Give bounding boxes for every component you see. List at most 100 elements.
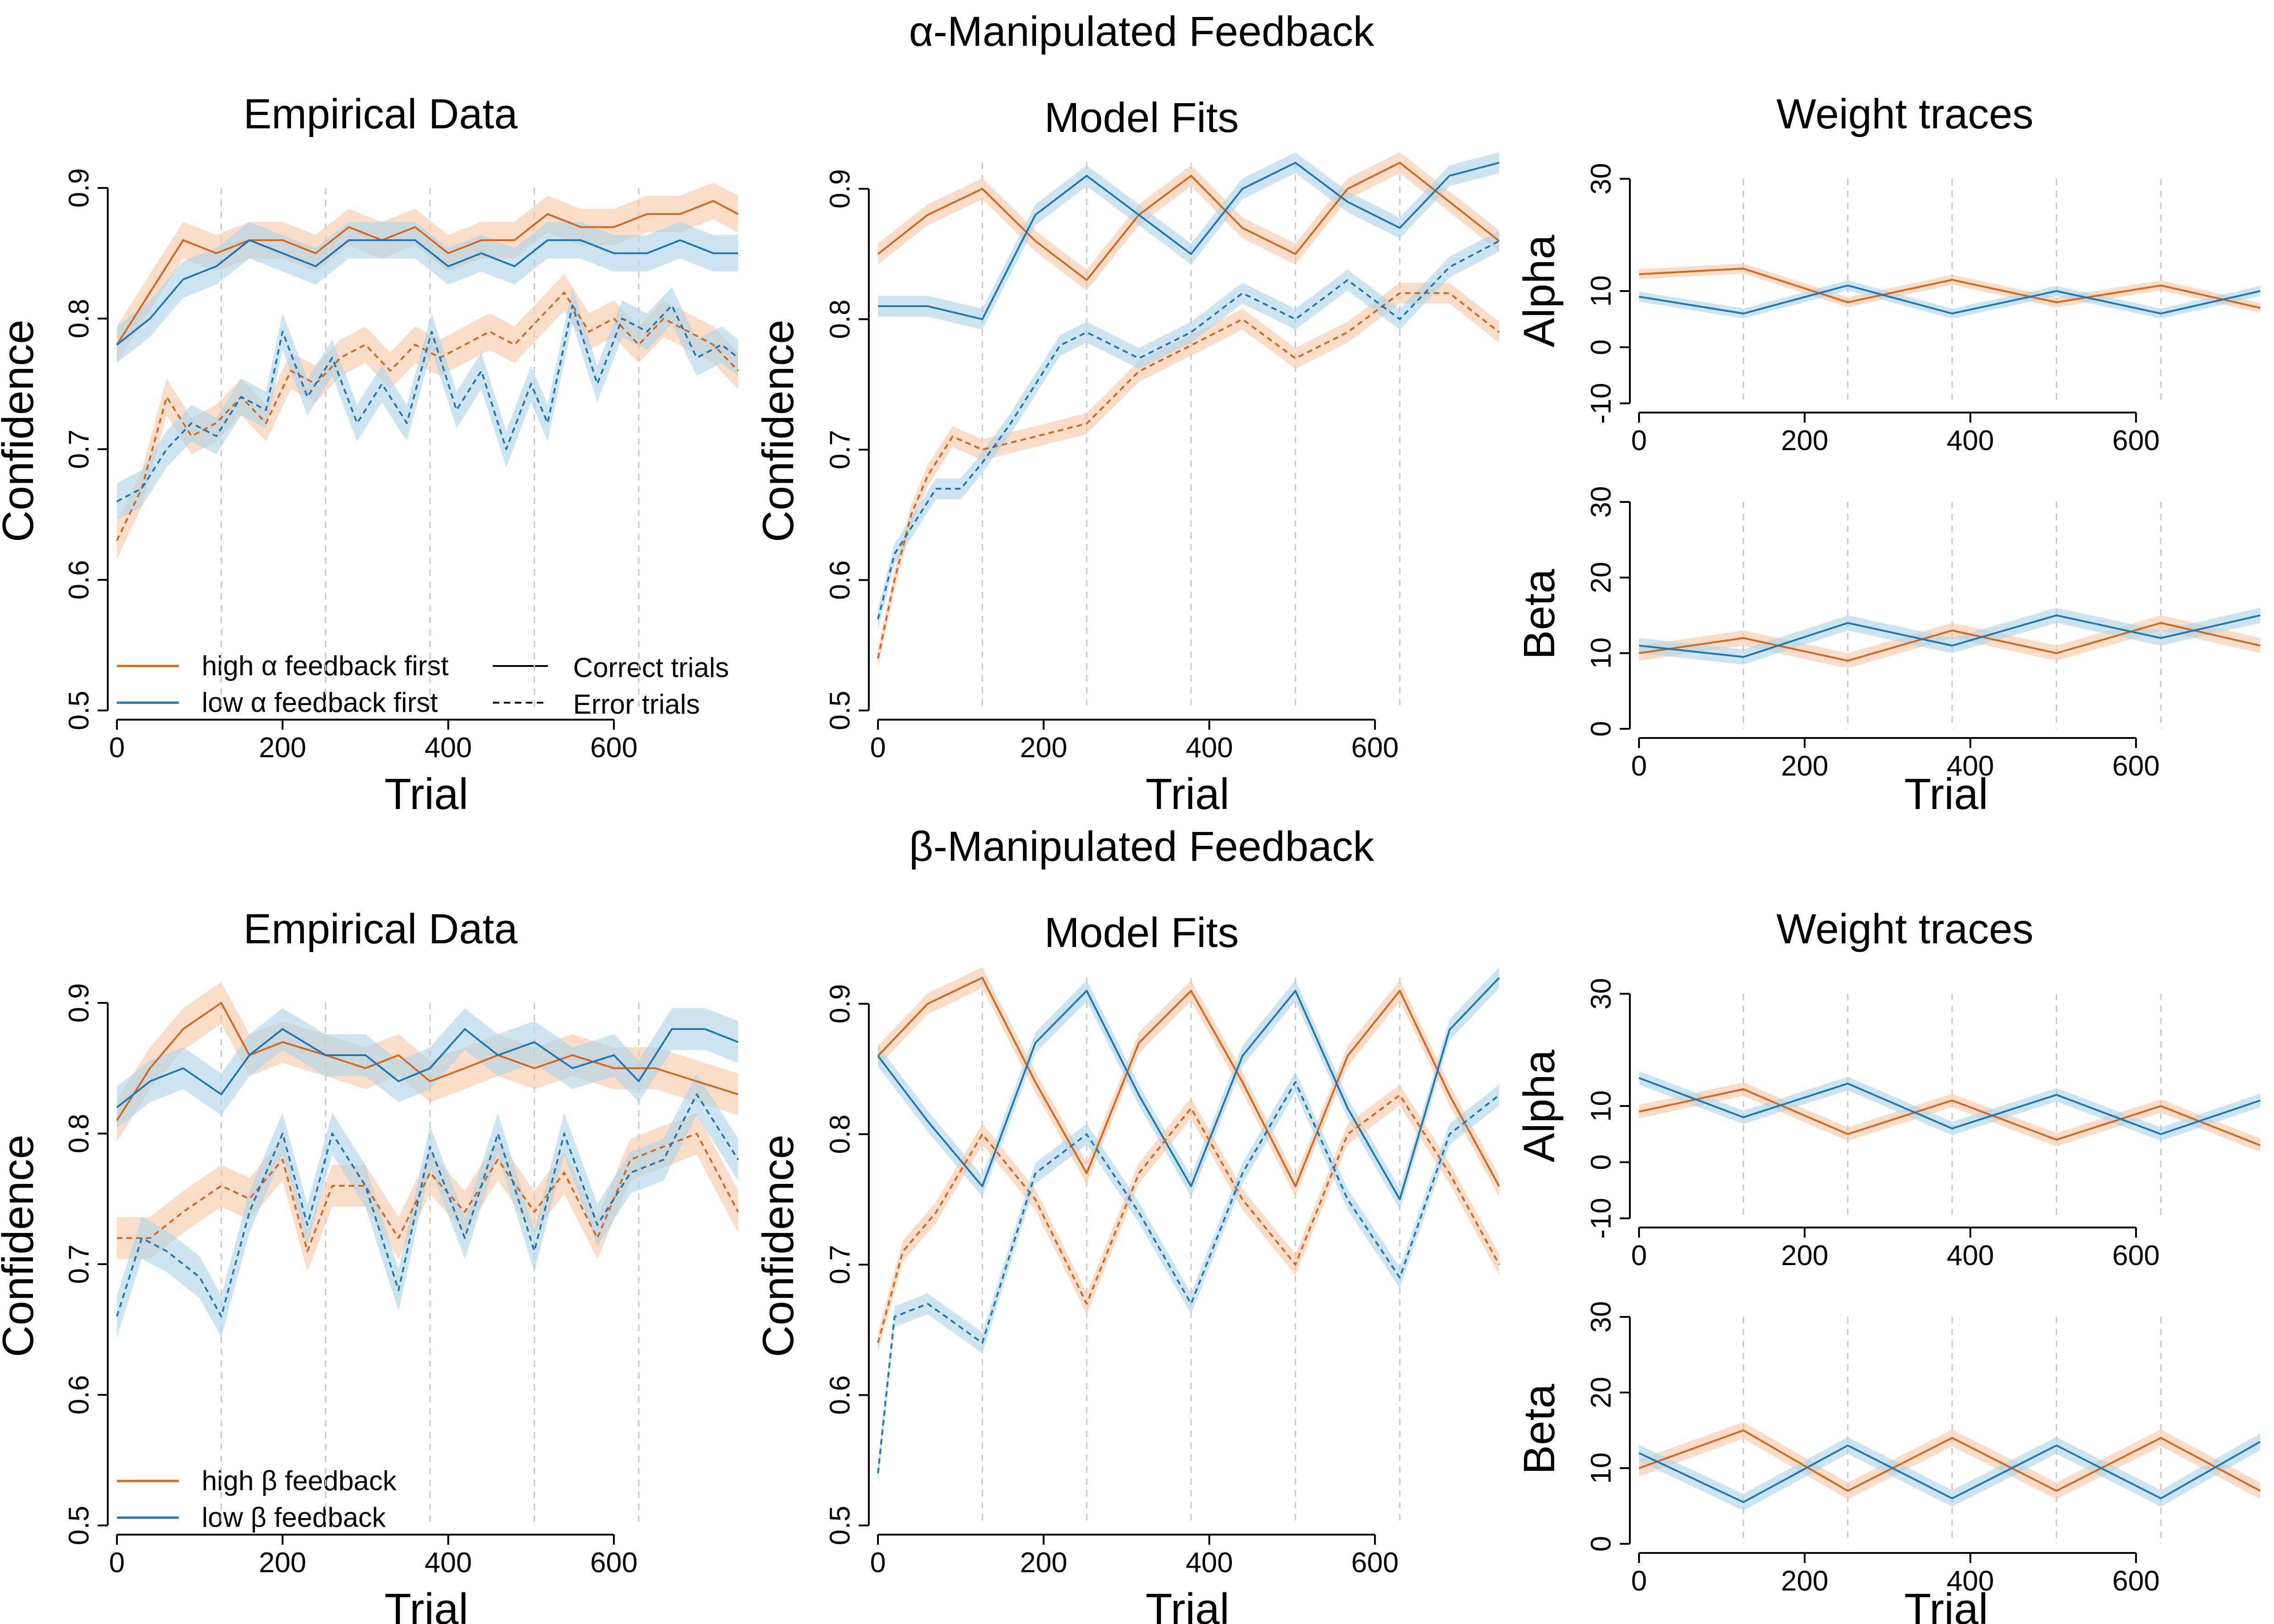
x-tick-label: 400 bbox=[1947, 750, 1994, 782]
series-line-blue-correct bbox=[116, 1028, 739, 1108]
band-blue bbox=[1639, 280, 2260, 319]
chart-alpha-model: 0.5 0.6 0.7 0.8 0.9 0 200 400 600 bbox=[824, 152, 1500, 764]
y-tick-label: -10 bbox=[1585, 1198, 1617, 1239]
y-tick-label: 0.5 bbox=[63, 1506, 95, 1545]
y-tick-label: 0 bbox=[1585, 1154, 1617, 1170]
y-tick-label: 0 bbox=[1585, 1536, 1617, 1552]
series-line-blue-weight bbox=[1639, 1441, 2261, 1503]
xlabel-beta-model: Trial bbox=[1145, 1585, 1229, 1624]
x-tick-label: 600 bbox=[2112, 425, 2159, 457]
series-line-blue-weight bbox=[1639, 284, 2261, 314]
x-tick-label: 600 bbox=[590, 732, 637, 764]
y-tick-label: 0.9 bbox=[824, 984, 856, 1024]
x-tick-label: 200 bbox=[259, 732, 306, 764]
xlabel-alpha-model: Trial bbox=[1145, 770, 1229, 819]
panel-title-alpha-model: Model Fits bbox=[1044, 94, 1239, 141]
y-tick-label: 0.5 bbox=[63, 691, 95, 730]
x-tick-label: 400 bbox=[1186, 1547, 1233, 1579]
series-line-blue-correct bbox=[877, 977, 1500, 1200]
y-tick-label: 30 bbox=[1585, 163, 1617, 195]
y-tick-label: 10 bbox=[1585, 1453, 1617, 1484]
ylabel-alpha-weights-alpha: Alpha bbox=[1515, 235, 1564, 347]
y-tick-label: 0.8 bbox=[63, 299, 95, 338]
y-tick-label: 0.7 bbox=[63, 429, 95, 469]
y-tick-label: 30 bbox=[1585, 1301, 1617, 1333]
series-line-orange-weight bbox=[1639, 1429, 2261, 1492]
y-tick-label: 0.7 bbox=[824, 430, 856, 469]
series-line-orange-correct bbox=[116, 200, 739, 346]
band-orange bbox=[1639, 1422, 2260, 1499]
chart-alpha-empirical: 0.5 0.6 0.7 0.8 0.9 0 200 400 600 bbox=[63, 168, 739, 764]
x-tick-label: 600 bbox=[2112, 1240, 2159, 1272]
y-tick-label: -10 bbox=[1585, 383, 1617, 424]
legend-label-correct: Correct trials bbox=[573, 652, 729, 683]
legend-label-low: low β feedback bbox=[202, 1502, 386, 1533]
x-tick-label: 200 bbox=[1781, 425, 1828, 457]
xlabel-alpha-empirical: Trial bbox=[384, 770, 468, 819]
x-tick-label: 0 bbox=[1631, 1240, 1647, 1272]
chart-beta-weights-alpha: -10 0 10 30 0 200 400 600 bbox=[1585, 978, 2261, 1272]
band-blue bbox=[878, 152, 1499, 330]
band-orange bbox=[878, 152, 1499, 291]
y-tick-label: 0.5 bbox=[824, 1506, 856, 1545]
x-tick-label: 200 bbox=[1781, 1240, 1828, 1272]
series-line-blue-error bbox=[877, 240, 1500, 620]
x-tick-label: 400 bbox=[425, 732, 472, 764]
band-orange bbox=[1639, 1082, 2260, 1152]
legend-label-error: Error trials bbox=[573, 689, 700, 720]
x-tick-label: 0 bbox=[109, 1547, 125, 1579]
y-tick-label: 30 bbox=[1585, 978, 1617, 1010]
series-line-orange-error bbox=[877, 292, 1500, 659]
x-tick-label: 0 bbox=[870, 732, 886, 764]
series-line-blue-error bbox=[877, 1081, 1500, 1474]
x-tick-label: 0 bbox=[109, 732, 125, 764]
section-title-beta: β-Manipulated Feedback bbox=[909, 823, 1374, 870]
y-tick-label: 10 bbox=[1585, 1090, 1617, 1122]
ylabel-beta-empirical: Confidence bbox=[0, 1134, 43, 1357]
chart-alpha-weights-alpha: -10 0 10 30 0 200 400 600 bbox=[1585, 163, 2261, 457]
band-orange bbox=[1639, 615, 2260, 668]
y-tick-label: 0.6 bbox=[824, 560, 856, 600]
series-line-blue-correct bbox=[878, 162, 1500, 320]
x-tick-label: 0 bbox=[1631, 750, 1647, 782]
y-tick-label: 0.8 bbox=[824, 299, 856, 339]
y-tick-label: 0 bbox=[1585, 339, 1617, 355]
y-tick-label: 0.9 bbox=[63, 983, 95, 1023]
y-tick-label: 10 bbox=[1585, 275, 1617, 307]
y-tick-label: 0.7 bbox=[63, 1244, 95, 1284]
series-line-orange-weight bbox=[1639, 1088, 2261, 1146]
series-line-blue-error bbox=[116, 1093, 739, 1317]
x-tick-label: 0 bbox=[870, 1547, 886, 1579]
x-tick-label: 400 bbox=[1947, 1240, 1994, 1272]
chart-beta-weights-beta: 0 10 20 30 0 200 400 600 bbox=[1585, 1301, 2261, 1597]
x-tick-label: 600 bbox=[1351, 732, 1398, 764]
series-line-orange-correct bbox=[877, 162, 1500, 281]
band-orange bbox=[878, 967, 1499, 1197]
chart-beta-empirical: 0.5 0.6 0.7 0.8 0.9 0 200 400 600 bbox=[63, 982, 739, 1579]
series-line-blue-weight bbox=[1639, 614, 2261, 658]
y-tick-label: 0.6 bbox=[63, 560, 95, 600]
series-line-orange-error bbox=[877, 1094, 1500, 1343]
x-tick-label: 400 bbox=[1947, 425, 1994, 457]
series-line-orange-error bbox=[117, 1133, 739, 1252]
ylabel-beta-weights-beta: Beta bbox=[1515, 1384, 1564, 1475]
panel-title-alpha-empirical: Empirical Data bbox=[243, 91, 518, 138]
panel-title-alpha-weights: Weight traces bbox=[1777, 91, 2034, 138]
series-line-orange-weight bbox=[1639, 622, 2261, 662]
band-orange bbox=[878, 1085, 1499, 1354]
band-blue bbox=[117, 222, 738, 363]
xlabel-alpha-weights: Trial bbox=[1904, 770, 1988, 819]
panel-title-beta-weights: Weight traces bbox=[1777, 906, 2034, 952]
x-tick-label: 600 bbox=[2112, 750, 2159, 782]
series-line-orange-weight bbox=[1639, 268, 2261, 309]
y-tick-label: 20 bbox=[1585, 1377, 1617, 1409]
ylabel-beta-weights-alpha: Alpha bbox=[1515, 1050, 1564, 1162]
y-tick-label: 0.9 bbox=[824, 169, 856, 209]
x-tick-label: 200 bbox=[1781, 750, 1828, 782]
band-blue bbox=[117, 287, 738, 520]
section-title-alpha: α-Manipulated Feedback bbox=[909, 8, 1375, 55]
series-line-orange-error bbox=[116, 292, 739, 541]
legend-label-high: high β feedback bbox=[202, 1465, 397, 1496]
xlabel-beta-empirical: Trial bbox=[384, 1585, 468, 1624]
